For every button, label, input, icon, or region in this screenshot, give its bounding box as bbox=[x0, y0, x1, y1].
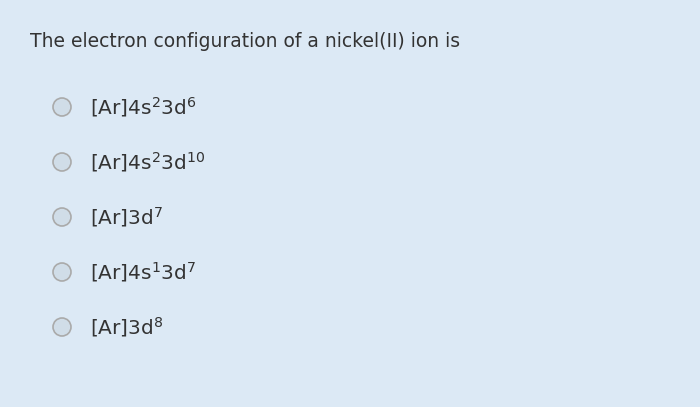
Ellipse shape bbox=[53, 153, 71, 171]
Text: [Ar]4s$^{2}$3d$^{10}$: [Ar]4s$^{2}$3d$^{10}$ bbox=[90, 150, 205, 174]
Ellipse shape bbox=[53, 98, 71, 116]
Text: [Ar]3d$^{8}$: [Ar]3d$^{8}$ bbox=[90, 315, 164, 339]
Text: [Ar]3d$^{7}$: [Ar]3d$^{7}$ bbox=[90, 205, 163, 229]
Text: The electron configuration of a nickel(II) ion is: The electron configuration of a nickel(I… bbox=[30, 32, 460, 51]
Ellipse shape bbox=[53, 208, 71, 226]
Ellipse shape bbox=[53, 263, 71, 281]
Text: [Ar]4s$^{2}$3d$^{6}$: [Ar]4s$^{2}$3d$^{6}$ bbox=[90, 95, 197, 119]
Ellipse shape bbox=[53, 318, 71, 336]
Text: [Ar]4s$^{1}$3d$^{7}$: [Ar]4s$^{1}$3d$^{7}$ bbox=[90, 260, 196, 284]
